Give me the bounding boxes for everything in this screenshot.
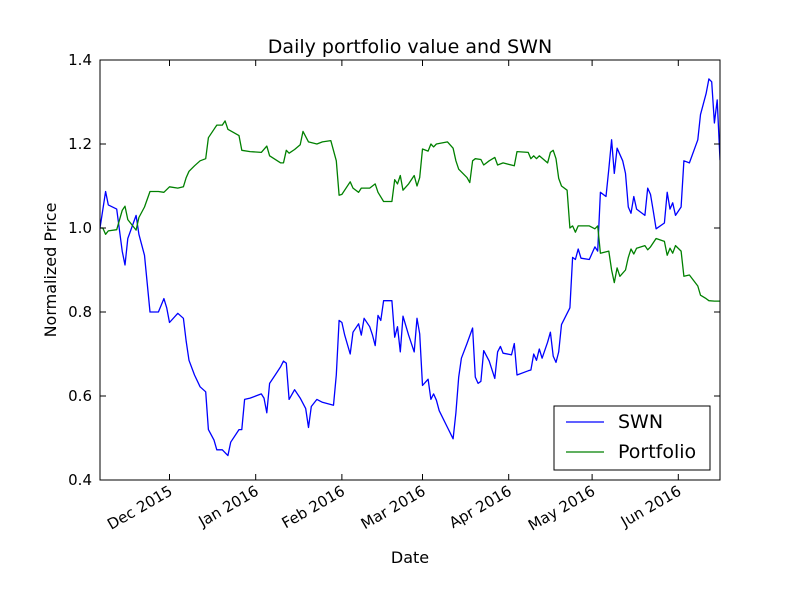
legend-label-swn: SWN (618, 411, 663, 433)
legend: SWN Portfolio (553, 405, 711, 471)
x-tick-label: Feb 2016 (279, 482, 348, 532)
series-line-swn (100, 78, 720, 457)
legend-label-portfolio: Portfolio (618, 441, 696, 463)
y-tick-label: 1.4 (68, 51, 92, 69)
y-tick-label: 0.8 (68, 303, 92, 321)
plot-lines (100, 78, 720, 457)
plot-frame (99, 59, 721, 481)
y-axis-title: Normalized Price (41, 203, 60, 338)
x-tick-label: Apr 2016 (446, 482, 515, 532)
y-tick-label: 1.2 (68, 135, 92, 153)
legend-box (553, 405, 711, 471)
x-tick-label: Dec 2015 (104, 482, 175, 534)
series-line-portfolio (100, 120, 720, 302)
y-tick-label: 0.4 (68, 471, 92, 489)
x-tick-label: Jan 2016 (195, 482, 262, 531)
x-axis-title: Date (391, 548, 429, 567)
x-tick-label: May 2016 (525, 482, 598, 535)
y-tick-label: 0.6 (68, 387, 92, 405)
y-axis: 0.4 0.6 0.8 1.0 1.2 1.4 (68, 51, 720, 489)
x-tick-label: Jun 2016 (617, 482, 684, 531)
x-tick-label: Mar 2016 (358, 482, 429, 533)
chart-title: Daily portfolio value and SWN (268, 36, 552, 58)
y-tick-label: 1.0 (68, 219, 92, 237)
